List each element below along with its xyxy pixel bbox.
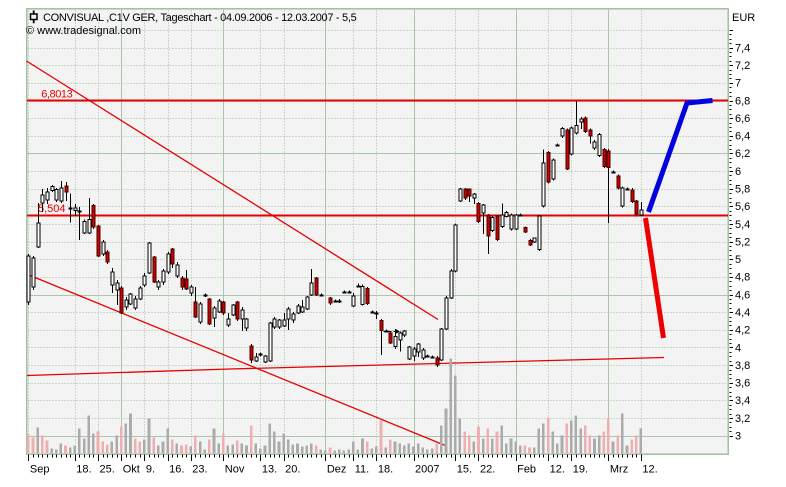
svg-text:6,8013: 6,8013 — [41, 89, 72, 101]
svg-text:5,6: 5,6 — [735, 201, 750, 213]
svg-text:18.: 18. — [76, 464, 91, 476]
svg-text:22.: 22. — [480, 464, 495, 476]
svg-text:12.: 12. — [642, 464, 657, 476]
svg-text:Mrz: Mrz — [610, 464, 628, 476]
svg-text:11.: 11. — [355, 464, 369, 476]
svg-text:4,8: 4,8 — [735, 272, 750, 284]
svg-text:© www.tradesignal.com: © www.tradesignal.com — [26, 25, 141, 37]
svg-text:6,4: 6,4 — [735, 131, 750, 143]
svg-text:7: 7 — [735, 78, 741, 90]
svg-text:9.: 9. — [146, 464, 155, 476]
svg-text:5,8: 5,8 — [735, 184, 750, 196]
svg-text:4: 4 — [735, 342, 741, 354]
svg-text:7,4: 7,4 — [735, 42, 750, 54]
svg-text:3,4: 3,4 — [735, 395, 750, 407]
svg-text:5,504: 5,504 — [38, 203, 66, 215]
svg-text:13.: 13. — [262, 464, 277, 476]
svg-text:Feb: Feb — [517, 464, 536, 476]
svg-text:12.: 12. — [550, 464, 565, 476]
svg-text:6,6: 6,6 — [735, 113, 750, 125]
svg-text:7,2: 7,2 — [735, 60, 750, 72]
svg-text:3: 3 — [735, 430, 741, 442]
svg-text:2007: 2007 — [415, 464, 439, 476]
svg-text:5,4: 5,4 — [735, 219, 750, 231]
svg-text:6,2: 6,2 — [735, 148, 750, 160]
svg-text:5: 5 — [735, 254, 741, 266]
svg-text:Dez: Dez — [327, 464, 347, 476]
svg-text:CONVISUAL ,C1V GER, Tageschart: CONVISUAL ,C1V GER, Tageschart - 04.09.2… — [43, 12, 357, 24]
svg-text:3,2: 3,2 — [735, 413, 750, 425]
svg-text:Sep: Sep — [30, 464, 50, 476]
svg-text:18.: 18. — [378, 464, 393, 476]
svg-text:Nov: Nov — [225, 464, 245, 476]
svg-text:20.: 20. — [285, 464, 300, 476]
svg-text:3,6: 3,6 — [735, 378, 750, 390]
svg-text:16.: 16. — [169, 464, 184, 476]
svg-text:EUR: EUR — [732, 12, 755, 24]
svg-text:4,6: 4,6 — [735, 289, 750, 301]
svg-text:19.: 19. — [573, 464, 588, 476]
svg-text:6: 6 — [735, 166, 741, 178]
svg-text:5,2: 5,2 — [735, 236, 750, 248]
svg-text:15.: 15. — [457, 464, 472, 476]
svg-text:6,8: 6,8 — [735, 95, 750, 107]
svg-text:3,8: 3,8 — [735, 360, 750, 372]
svg-text:23.: 23. — [192, 464, 207, 476]
svg-text:4,2: 4,2 — [735, 325, 750, 337]
svg-text:25.: 25. — [100, 464, 115, 476]
svg-text:4,4: 4,4 — [735, 307, 750, 319]
svg-text:Okt: Okt — [123, 464, 140, 476]
